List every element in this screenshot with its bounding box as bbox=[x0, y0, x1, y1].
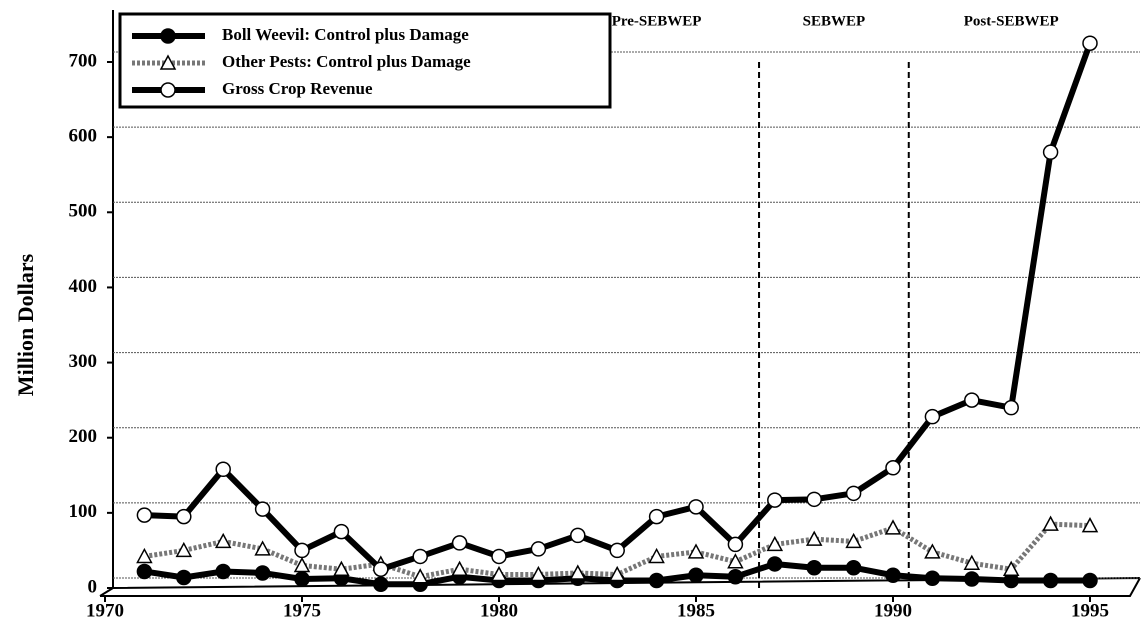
marker bbox=[885, 567, 901, 583]
marker bbox=[805, 530, 823, 546]
marker bbox=[1082, 572, 1098, 589]
y-tick-label: 200 bbox=[69, 426, 98, 447]
x-tick-label: 1995 bbox=[1071, 600, 1109, 621]
marker bbox=[1042, 572, 1059, 589]
y-axis-label: Million Dollars bbox=[13, 253, 38, 396]
marker bbox=[333, 560, 350, 576]
marker bbox=[727, 536, 744, 553]
y-tick-label: 500 bbox=[69, 201, 98, 222]
marker bbox=[806, 559, 822, 576]
marker bbox=[845, 532, 862, 549]
marker bbox=[1082, 35, 1098, 51]
phase-label: SEBWEP bbox=[803, 13, 866, 29]
marker bbox=[214, 532, 232, 549]
y-tick-label: 700 bbox=[69, 50, 98, 71]
marker bbox=[964, 571, 980, 587]
x-tick-label: 1980 bbox=[480, 600, 518, 621]
marker bbox=[530, 565, 547, 582]
marker bbox=[924, 408, 941, 425]
x-tick-label: 1970 bbox=[86, 600, 124, 621]
marker bbox=[727, 553, 744, 569]
marker bbox=[885, 460, 901, 476]
legend-label: Gross Crop Revenue bbox=[222, 79, 373, 98]
marker bbox=[569, 564, 587, 580]
marker bbox=[176, 569, 192, 586]
y-tick-label: 400 bbox=[69, 276, 98, 297]
marker bbox=[373, 561, 389, 577]
marker bbox=[609, 542, 625, 559]
x-tick-label: 1975 bbox=[283, 600, 321, 621]
marker bbox=[175, 541, 193, 558]
y-tick-label: 300 bbox=[69, 351, 98, 372]
marker bbox=[136, 563, 153, 580]
marker bbox=[215, 461, 231, 478]
marker bbox=[1042, 515, 1059, 531]
marker bbox=[766, 535, 784, 552]
marker bbox=[1002, 560, 1020, 576]
marker bbox=[373, 576, 389, 592]
marker bbox=[1003, 399, 1019, 416]
marker bbox=[570, 527, 586, 544]
y-tick-label: 600 bbox=[69, 126, 98, 147]
marker bbox=[294, 571, 310, 587]
x-tick-label: 1990 bbox=[874, 600, 912, 621]
marker bbox=[136, 507, 153, 523]
series-line bbox=[144, 42, 1093, 573]
marker bbox=[294, 542, 310, 559]
marker bbox=[648, 508, 665, 525]
legend-marker bbox=[159, 54, 177, 70]
marker bbox=[412, 548, 428, 565]
marker bbox=[293, 556, 311, 573]
marker bbox=[333, 523, 350, 540]
marker bbox=[451, 560, 468, 576]
marker bbox=[530, 541, 547, 557]
marker bbox=[845, 559, 862, 576]
marker bbox=[963, 554, 981, 570]
marker bbox=[767, 492, 783, 508]
marker bbox=[491, 548, 507, 565]
marker bbox=[924, 543, 941, 559]
marker bbox=[648, 547, 665, 564]
marker bbox=[924, 570, 941, 586]
marker bbox=[136, 547, 153, 564]
y-tick-label: 100 bbox=[69, 501, 98, 522]
marker bbox=[411, 568, 429, 584]
marker bbox=[215, 563, 231, 580]
marker bbox=[490, 565, 508, 582]
legend-label: Boll Weevil: Control plus Damage bbox=[222, 25, 469, 44]
legend-label: Other Pests: Control plus Damage bbox=[222, 52, 471, 71]
phase-label: Pre-SEBWEP bbox=[612, 13, 702, 29]
marker bbox=[451, 535, 468, 551]
marker bbox=[254, 540, 271, 556]
x-tick-label: 1985 bbox=[677, 600, 715, 621]
marker bbox=[648, 572, 665, 589]
marker bbox=[845, 485, 862, 502]
y-tick-label: 0 bbox=[88, 576, 98, 597]
marker bbox=[1081, 517, 1099, 533]
legend-marker bbox=[160, 82, 176, 98]
marker bbox=[688, 499, 704, 515]
legend-marker bbox=[160, 28, 176, 44]
marker bbox=[964, 392, 980, 408]
marker bbox=[727, 568, 744, 585]
marker bbox=[687, 543, 705, 559]
marker bbox=[176, 508, 192, 525]
marker bbox=[767, 556, 783, 572]
marker bbox=[1042, 144, 1059, 160]
marker bbox=[806, 491, 822, 508]
marker bbox=[688, 567, 704, 583]
marker bbox=[254, 565, 271, 581]
marker bbox=[608, 565, 626, 582]
marker bbox=[884, 519, 902, 535]
phase-label: Post-SEBWEP bbox=[964, 13, 1059, 29]
marker bbox=[254, 501, 271, 517]
